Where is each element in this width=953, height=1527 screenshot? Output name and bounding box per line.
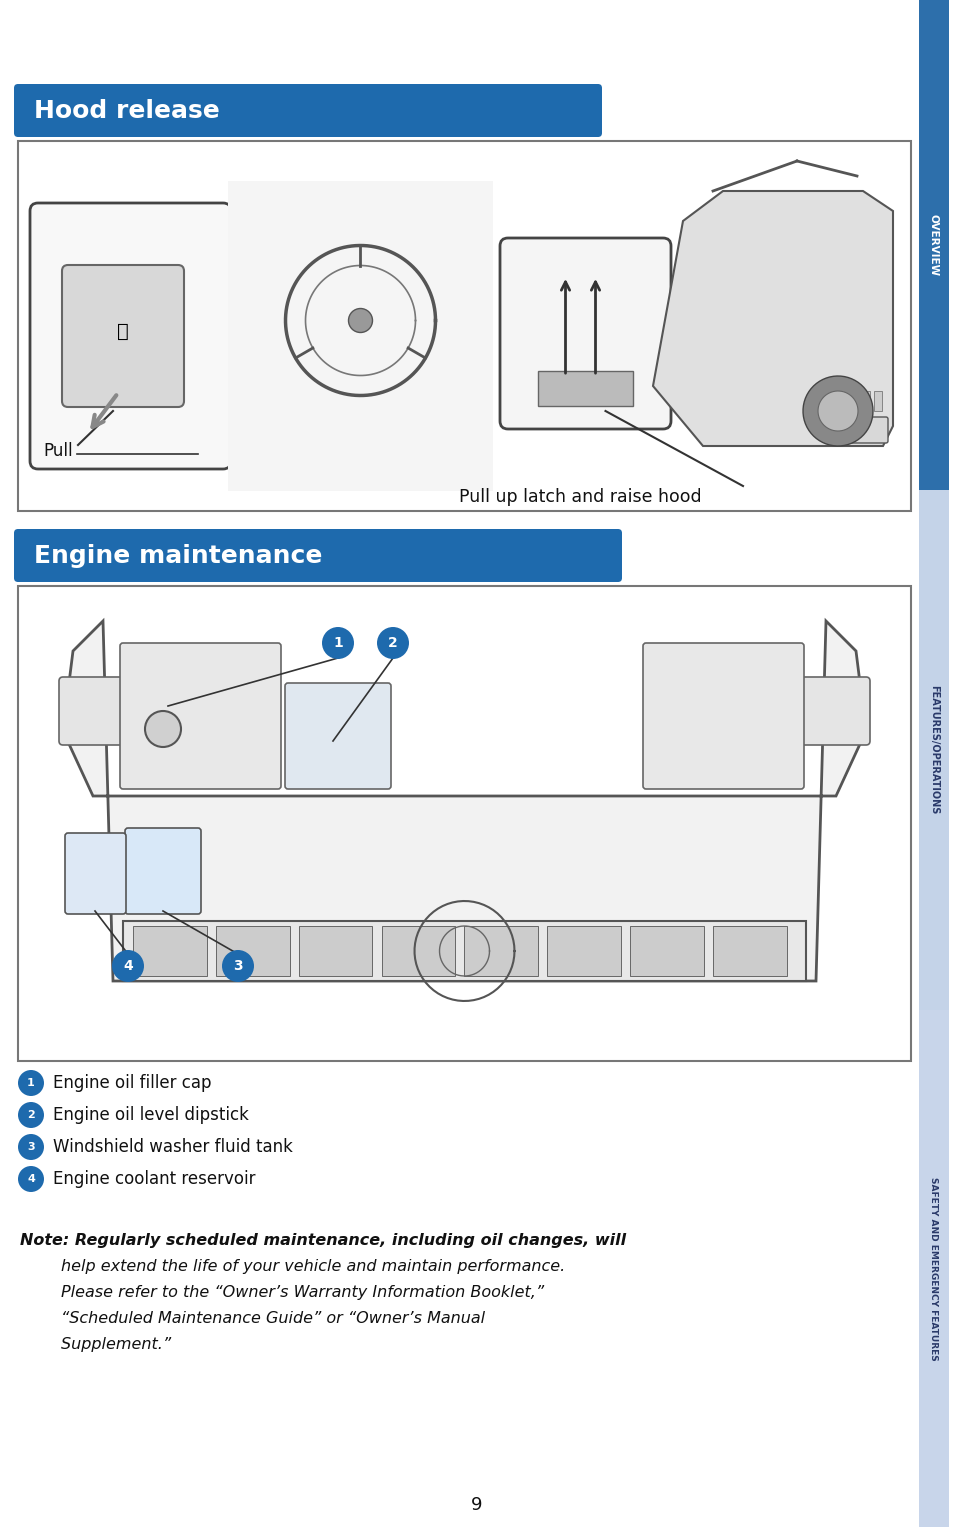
Text: Windshield washer fluid tank: Windshield washer fluid tank [53, 1138, 293, 1156]
Bar [298, 925, 372, 976]
Text: 2: 2 [388, 637, 397, 651]
Bar [547, 925, 620, 976]
Bar [537, 371, 633, 406]
Bar [464, 925, 537, 976]
Circle shape [18, 1135, 44, 1161]
Circle shape [222, 950, 253, 982]
FancyBboxPatch shape [796, 676, 869, 745]
Text: 🚗: 🚗 [117, 322, 129, 341]
Text: 1: 1 [27, 1078, 35, 1089]
Text: Pull: Pull [43, 441, 72, 460]
Text: 4: 4 [123, 959, 132, 973]
FancyBboxPatch shape [125, 828, 201, 915]
Polygon shape [817, 391, 857, 431]
FancyBboxPatch shape [65, 834, 126, 915]
Text: 2: 2 [27, 1110, 35, 1119]
FancyBboxPatch shape [62, 266, 184, 408]
FancyBboxPatch shape [285, 683, 391, 789]
Bar [713, 925, 786, 976]
Circle shape [18, 1102, 44, 1128]
Polygon shape [63, 621, 865, 980]
FancyBboxPatch shape [120, 643, 281, 789]
FancyBboxPatch shape [642, 643, 803, 789]
Text: Supplement.”: Supplement.” [20, 1338, 171, 1351]
Text: Engine coolant reservoir: Engine coolant reservoir [53, 1170, 255, 1188]
Circle shape [348, 308, 372, 333]
Bar [630, 925, 703, 976]
Text: 1: 1 [333, 637, 342, 651]
Circle shape [322, 628, 354, 660]
Text: 9: 9 [471, 1496, 482, 1513]
FancyBboxPatch shape [835, 417, 887, 443]
Bar [918, 490, 948, 1009]
Text: Pull up latch and raise hood: Pull up latch and raise hood [458, 489, 701, 505]
Bar [123, 921, 805, 980]
Text: Hood release: Hood release [34, 99, 219, 122]
Circle shape [145, 712, 181, 747]
Text: OVERVIEW: OVERVIEW [928, 214, 938, 276]
Circle shape [18, 1070, 44, 1096]
Circle shape [376, 628, 409, 660]
Bar [849, 391, 857, 411]
Text: help extend the life of your vehicle and maintain performance.: help extend the life of your vehicle and… [20, 1258, 565, 1274]
FancyBboxPatch shape [59, 676, 132, 745]
Bar [381, 925, 455, 976]
Text: 4: 4 [27, 1174, 35, 1183]
Circle shape [18, 1167, 44, 1193]
FancyBboxPatch shape [14, 84, 601, 137]
Text: Engine maintenance: Engine maintenance [34, 544, 322, 568]
Text: 3: 3 [233, 959, 243, 973]
Text: 3: 3 [27, 1142, 34, 1151]
Bar [873, 391, 882, 411]
Bar [215, 925, 290, 976]
Polygon shape [652, 191, 892, 446]
Bar [228, 182, 493, 492]
Text: “Scheduled Maintenance Guide” or “Owner’s Manual: “Scheduled Maintenance Guide” or “Owner’… [20, 1312, 485, 1325]
Text: FEATURES/OPERATIONS: FEATURES/OPERATIONS [928, 686, 938, 815]
FancyBboxPatch shape [499, 238, 670, 429]
Bar [918, 0, 948, 490]
Polygon shape [802, 376, 872, 446]
FancyBboxPatch shape [18, 586, 910, 1061]
FancyBboxPatch shape [18, 140, 910, 512]
Text: Note: Regularly scheduled maintenance, including oil changes, will: Note: Regularly scheduled maintenance, i… [20, 1232, 625, 1248]
Bar [132, 925, 207, 976]
Text: Engine oil filler cap: Engine oil filler cap [53, 1073, 212, 1092]
Bar [918, 1009, 948, 1527]
Bar [862, 391, 869, 411]
Bar [837, 391, 845, 411]
Circle shape [112, 950, 144, 982]
Text: Engine oil level dipstick: Engine oil level dipstick [53, 1106, 249, 1124]
FancyBboxPatch shape [14, 528, 621, 582]
FancyBboxPatch shape [30, 203, 231, 469]
Text: SAFETY AND EMERGENCY FEATURES: SAFETY AND EMERGENCY FEATURES [928, 1177, 938, 1361]
Text: Please refer to the “Owner’s Warranty Information Booklet,”: Please refer to the “Owner’s Warranty In… [20, 1286, 543, 1299]
